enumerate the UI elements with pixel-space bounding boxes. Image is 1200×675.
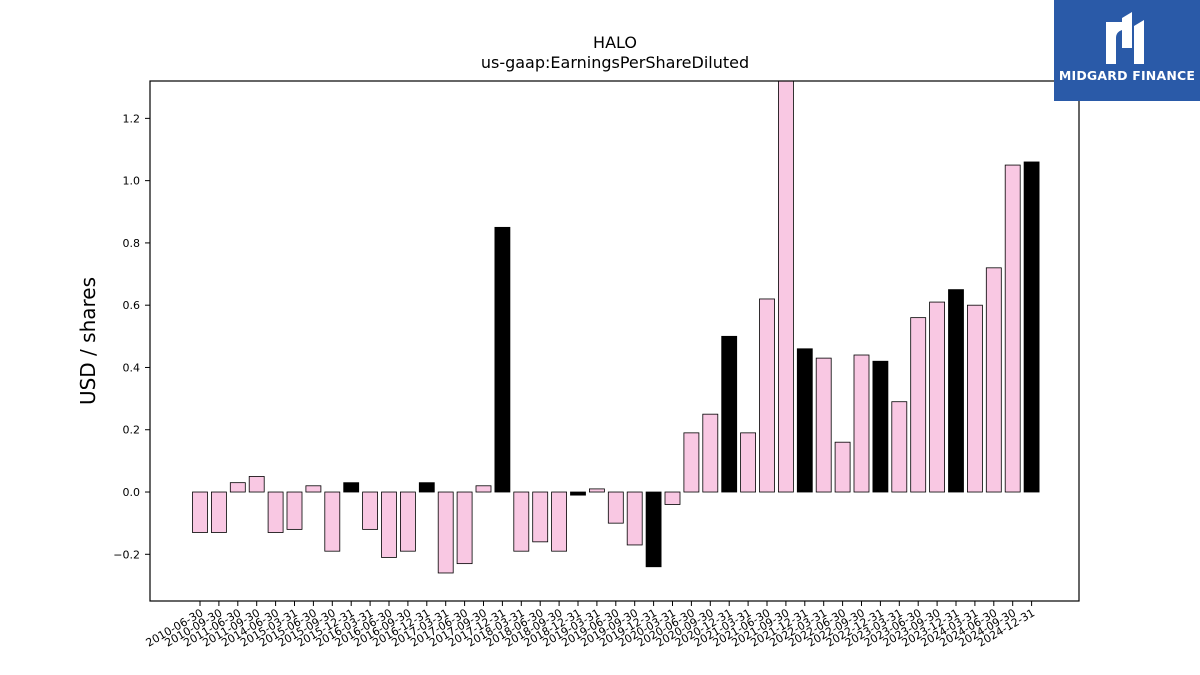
bar-2016-06-30 <box>381 491 397 558</box>
bar-2024-12-31 <box>1023 161 1040 493</box>
bar-2015-09-30 <box>324 491 341 552</box>
bar-2016-12-31 <box>418 482 435 493</box>
bar-2018-03-31 <box>513 491 530 552</box>
bar-2020-09-30 <box>702 413 719 493</box>
bar-2018-12-31 <box>570 491 586 496</box>
bar-2021-09-30 <box>778 80 794 493</box>
y-tick-label: 0.2 <box>123 424 141 437</box>
bar-2017-09-30 <box>475 485 492 493</box>
bar-2010-09-30 <box>210 491 227 533</box>
bar-2017-03-31 <box>437 491 454 574</box>
bars-group <box>192 80 1040 574</box>
bar-2022-12-31 <box>872 360 889 493</box>
bar-2019-03-31 <box>589 488 605 493</box>
bar-2010-06-30 <box>192 491 208 533</box>
bar-2011-06-30 <box>229 482 246 493</box>
x-ticks-group: 2010-06-302010-09-302011-06-302011-09-30… <box>144 601 1037 650</box>
bar-2022-06-30 <box>834 441 851 493</box>
bar-2021-03-31 <box>740 432 756 493</box>
bar-2023-12-31 <box>948 289 964 493</box>
bar-2023-06-30 <box>910 317 927 493</box>
chart-subtitle: us-gaap:EarningsPerShareDiluted <box>481 53 749 72</box>
bar-2019-06-30 <box>607 491 624 524</box>
bar-2022-03-31 <box>815 357 832 493</box>
bar-2017-06-30 <box>456 491 473 565</box>
y-tick-label: 0.6 <box>123 299 141 312</box>
y-tick-label: 1.0 <box>123 175 141 188</box>
y-tick-label: 1.2 <box>123 112 141 125</box>
bar-2024-06-30 <box>985 267 1002 493</box>
bar-2023-09-30 <box>929 301 945 493</box>
bar-2014-06-30 <box>267 491 284 533</box>
bar-2019-12-31 <box>645 491 662 568</box>
bar-2024-03-31 <box>967 304 983 493</box>
bar-2020-06-30 <box>683 432 700 493</box>
bar-2020-03-31 <box>664 491 681 505</box>
bar-2022-09-30 <box>853 354 870 493</box>
bar-2021-06-30 <box>759 298 775 493</box>
plot-frame <box>149 80 1080 602</box>
logo-text: MIDGARD FINANCE <box>1058 68 1196 83</box>
bar-2018-06-30 <box>532 491 549 543</box>
bar-2018-09-30 <box>551 491 567 552</box>
y-ticks-group: −0.2 0.0 0.2 0.4 0.6 0.8 1.0 1.2 <box>113 112 150 561</box>
y-tick-label: −0.2 <box>113 548 140 561</box>
y-tick-label: 0.4 <box>123 361 141 374</box>
bar-2024-09-30 <box>1004 164 1021 493</box>
bar-2015-06-30 <box>305 485 322 493</box>
y-tick-label: 0.0 <box>123 486 141 499</box>
bar-2016-03-31 <box>362 491 379 530</box>
bar-2015-12-31 <box>343 482 360 493</box>
logo-badge: MIDGARD FINANCE <box>1054 0 1200 101</box>
bar-2016-09-30 <box>399 491 416 552</box>
y-axis-label: USD / shares <box>76 277 100 405</box>
bar-2017-12-31 <box>494 226 511 493</box>
bar-2015-03-31 <box>286 491 303 530</box>
bar-2023-03-31 <box>891 401 908 493</box>
chart-title: HALO <box>593 33 637 52</box>
bar-2011-09-30 <box>248 476 265 493</box>
midgard-logo-icon <box>1106 12 1144 64</box>
bar-2020-12-31 <box>721 335 738 493</box>
y-tick-label: 0.8 <box>123 237 141 250</box>
bar-2019-09-30 <box>626 491 643 546</box>
bar-2021-12-31 <box>796 348 813 493</box>
